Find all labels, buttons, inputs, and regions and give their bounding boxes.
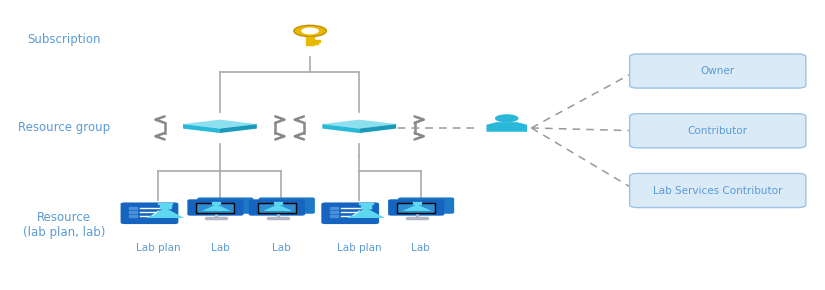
Text: Lab Services Contributor: Lab Services Contributor — [653, 186, 782, 195]
FancyBboxPatch shape — [398, 197, 455, 214]
Polygon shape — [347, 208, 385, 218]
Text: Resource group: Resource group — [18, 122, 111, 135]
Text: Subscription: Subscription — [27, 33, 101, 46]
Bar — [413, 202, 421, 204]
Polygon shape — [359, 124, 396, 133]
Bar — [306, 37, 314, 45]
Bar — [130, 215, 137, 217]
Polygon shape — [487, 122, 527, 132]
Polygon shape — [403, 204, 431, 211]
FancyBboxPatch shape — [259, 197, 315, 214]
Bar — [212, 202, 220, 204]
FancyBboxPatch shape — [120, 202, 178, 224]
Bar — [160, 204, 171, 208]
Text: Lab plan: Lab plan — [337, 243, 381, 253]
FancyBboxPatch shape — [629, 54, 806, 88]
Text: Lab: Lab — [272, 243, 290, 253]
Circle shape — [294, 25, 327, 37]
FancyBboxPatch shape — [629, 114, 806, 148]
Circle shape — [495, 114, 519, 122]
Polygon shape — [202, 204, 231, 211]
Polygon shape — [323, 119, 396, 128]
Text: Lab plan: Lab plan — [136, 243, 181, 253]
FancyBboxPatch shape — [258, 203, 296, 213]
FancyBboxPatch shape — [388, 199, 444, 216]
Bar — [330, 207, 338, 209]
Text: Lab: Lab — [412, 243, 430, 253]
FancyBboxPatch shape — [187, 199, 243, 216]
Polygon shape — [263, 204, 292, 211]
Polygon shape — [183, 119, 257, 128]
Bar — [158, 203, 172, 204]
Polygon shape — [146, 208, 184, 218]
Bar — [274, 202, 282, 204]
Bar — [314, 43, 318, 44]
Polygon shape — [220, 124, 257, 133]
FancyBboxPatch shape — [249, 199, 305, 216]
Polygon shape — [323, 124, 359, 133]
Bar — [130, 211, 137, 213]
Bar — [330, 215, 338, 217]
Bar — [314, 40, 319, 41]
Text: Owner: Owner — [700, 66, 735, 76]
FancyBboxPatch shape — [197, 197, 253, 214]
Bar — [359, 203, 373, 204]
Circle shape — [302, 28, 318, 34]
FancyBboxPatch shape — [629, 173, 806, 208]
Bar — [361, 204, 371, 208]
Text: Resource
(lab plan, lab): Resource (lab plan, lab) — [23, 211, 106, 239]
FancyBboxPatch shape — [196, 203, 234, 213]
FancyBboxPatch shape — [321, 202, 380, 224]
Bar — [330, 211, 338, 213]
Bar — [130, 207, 137, 209]
FancyBboxPatch shape — [398, 203, 435, 213]
Polygon shape — [183, 124, 220, 133]
Text: Lab: Lab — [210, 243, 229, 253]
Text: Contributor: Contributor — [688, 126, 747, 136]
